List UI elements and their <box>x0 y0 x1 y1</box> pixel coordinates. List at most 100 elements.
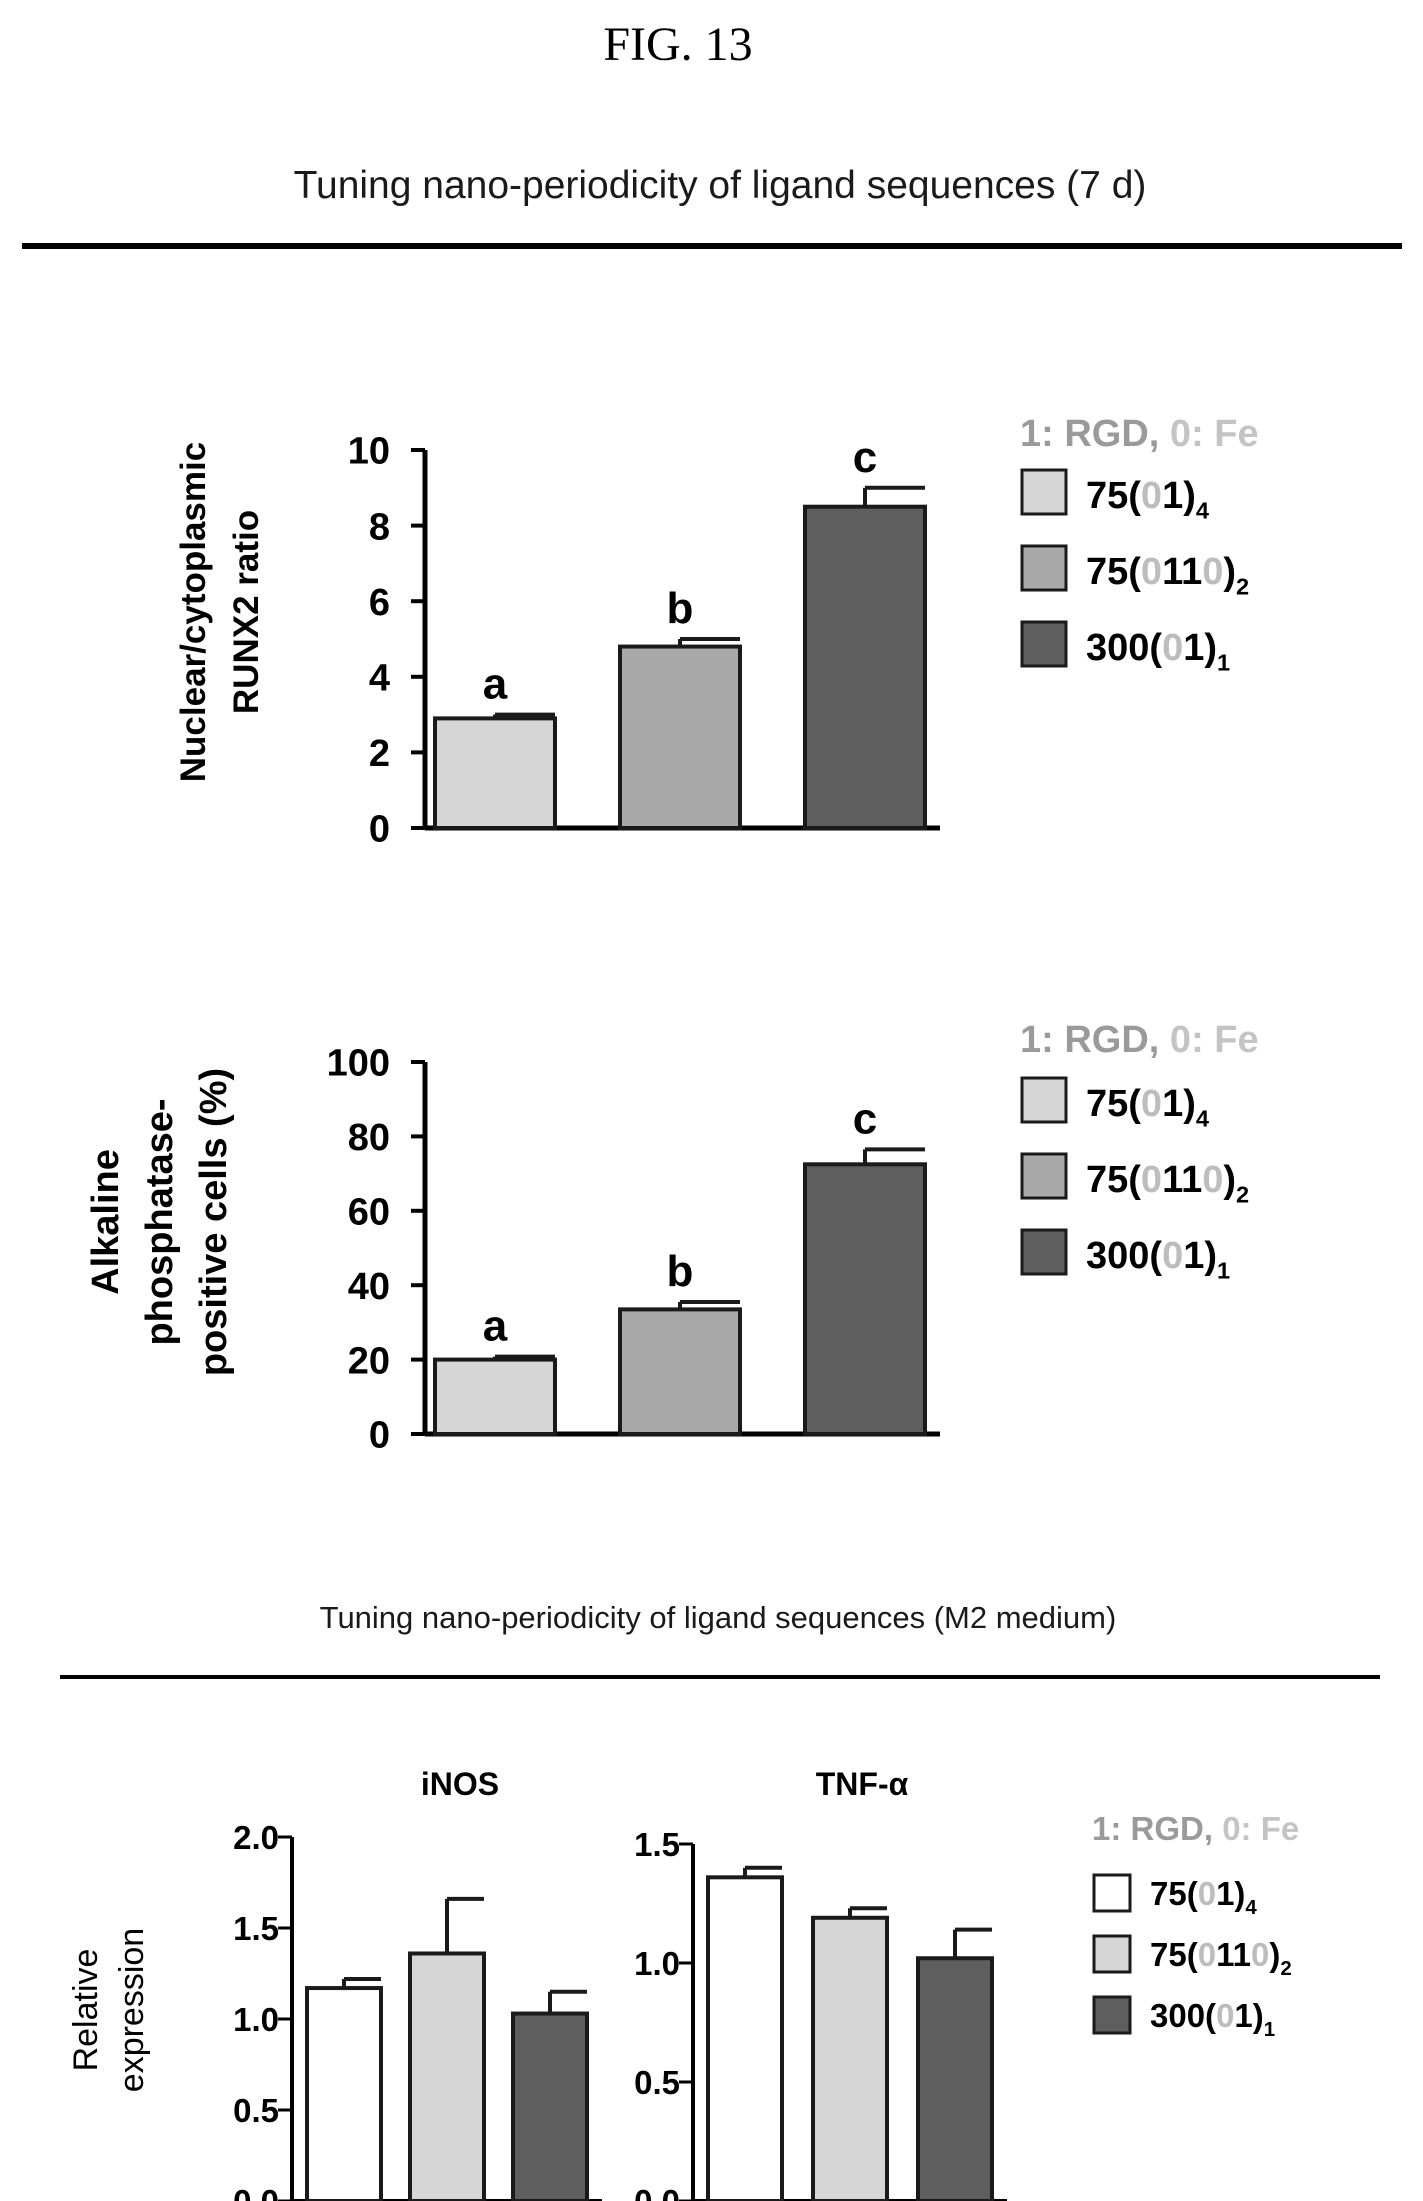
tnf-y-tick-label: 0.5 <box>634 2064 680 2101</box>
legend-entry-digit: 1 <box>1233 1936 1251 1973</box>
legend-header-fe: : Fe <box>1191 1019 1259 1061</box>
legend-entry-digit: 1 <box>1162 1083 1183 1125</box>
alp-y-axis-label: positive cells (%) <box>193 1068 235 1376</box>
runx2-significance-letter: b <box>667 584 694 633</box>
runx2-y-tick-label: 10 <box>348 431 390 473</box>
legend-entry-prefix: 75( <box>1086 475 1141 517</box>
runx2-y-tick-label: 6 <box>369 582 390 624</box>
runx2-y-tick-label: 4 <box>369 657 390 699</box>
alp-significance-letter: a <box>483 1302 508 1351</box>
runx2-y-axis-label: RUNX2 ratio <box>227 510 266 714</box>
chart-runx2: 0 2 4 6 8 10 a b c Nuclear/cytoplasmic RUNX2 ratio <box>174 431 940 851</box>
legend-entry-digit: 0 <box>1141 1083 1162 1125</box>
runx2-bar <box>433 716 557 831</box>
legend-entry-label: 300(01)1 <box>1086 1235 1230 1284</box>
inos-bar <box>408 1951 486 2201</box>
runx2-y-axis-label: Nuclear/cytoplasmic <box>174 442 213 782</box>
legend-swatch <box>1020 620 1068 668</box>
legend-entry-label: 75(01)4 <box>1150 1875 1257 1919</box>
legend-entry-digit: 1 <box>1216 1875 1234 1912</box>
runx2-bar <box>618 644 742 830</box>
legend-entry-suffix: ) <box>1223 551 1236 593</box>
alp-y-tick-label: 60 <box>348 1191 390 1233</box>
legend-entry-digit: 0 <box>1162 627 1183 669</box>
runx2-y-tick-label: 0 <box>369 809 390 851</box>
legend-header-fe: : Fe <box>1191 413 1259 455</box>
legend-header-zero: 0 <box>1170 413 1191 455</box>
legend-header: 1: RGD, 0: Fe <box>1020 1019 1259 1061</box>
tnf-y-tick-label: 0.0 <box>634 2183 680 2201</box>
legend-entry-label: 75(0110)2 <box>1150 1936 1292 1980</box>
legend-swatch <box>1092 1995 1132 2035</box>
legend-entry-digit: 0 <box>1202 1159 1223 1201</box>
legend-entry-label: 75(01)4 <box>1086 475 1209 524</box>
legend-entry-subscript: 4 <box>1196 1106 1209 1132</box>
alp-y-tick-label: 100 <box>327 1043 390 1085</box>
inos-y-axis-label: Relative <box>67 1949 105 2072</box>
legend-entry-suffix: ) <box>1183 475 1196 517</box>
tnf-bar <box>916 1956 994 2201</box>
legend-entry-label: 75(01)4 <box>1086 1083 1209 1132</box>
alp-bar <box>803 1162 927 1437</box>
legend-entry-digit: 0 <box>1216 1997 1234 2034</box>
alp-bar <box>618 1307 742 1437</box>
legend-entry-suffix: ) <box>1204 627 1217 669</box>
legend-entry-label: 300(01)1 <box>1150 1997 1275 2041</box>
legend-entry-digit: 0 <box>1141 475 1162 517</box>
legend-header: 1: RGD, 0: Fe <box>1092 1810 1299 1847</box>
inos-y-tick-label: 1.0 <box>233 2001 279 2038</box>
figure-label: FIG. 13 <box>603 18 752 71</box>
inos-bar <box>305 1986 383 2201</box>
legend-entry-prefix: 75( <box>1150 1936 1198 1973</box>
legend-header-rgd: : RGD, <box>1041 413 1170 455</box>
legend-entry-digit: 0 <box>1141 551 1162 593</box>
alp-y-tick-label: 20 <box>348 1340 390 1382</box>
legend-entry-prefix: 300( <box>1086 627 1162 669</box>
legend-header: 1: RGD, 0: Fe <box>1020 413 1259 455</box>
runx2-significance-letter: c <box>853 433 877 482</box>
legend-swatch <box>1020 1152 1068 1200</box>
legend-entry-suffix: ) <box>1253 1997 1264 2034</box>
tnf-bar <box>706 1875 784 2201</box>
inos-y-tick-label: 1.5 <box>233 1910 279 1947</box>
legend-swatch <box>1020 1076 1068 1124</box>
legend-entry-subscript: 1 <box>1264 2018 1275 2041</box>
legend-entry-subscript: 4 <box>1196 498 1209 524</box>
runx2-significance-letter: a <box>483 660 508 709</box>
legend-entry-subscript: 2 <box>1280 1957 1291 1980</box>
legend-entry-label: 75(0110)2 <box>1086 551 1249 600</box>
runx2-bar <box>803 504 927 830</box>
legend-entry-prefix: 75( <box>1150 1875 1198 1912</box>
legend-entry-subscript: 4 <box>1245 1896 1257 1919</box>
legend-entry-prefix: 300( <box>1086 1235 1162 1277</box>
legend-swatch <box>1020 544 1068 592</box>
legend-entry-suffix: ) <box>1234 1875 1245 1912</box>
section2-divider <box>60 1675 1380 1679</box>
section1-divider <box>22 243 1402 249</box>
legend-entry-digit: 1 <box>1162 475 1183 517</box>
inos-y-axis-label: expression <box>113 1928 151 2092</box>
legend-entry-subscript: 1 <box>1217 1258 1230 1284</box>
legend-header-one: 1 <box>1092 1810 1110 1847</box>
legend-entry-digit: 1 <box>1162 1159 1183 1201</box>
legend-entry-digit: 0 <box>1198 1875 1216 1912</box>
legend-entry-subscript: 2 <box>1236 1182 1249 1208</box>
runx2-y-tick-label: 2 <box>369 733 390 775</box>
legend-entry-suffix: ) <box>1204 1235 1217 1277</box>
chart-tnf: 0.0 0.5 1.0 1.5 TNF-α <box>634 1766 1007 2201</box>
tnf-y-tick-label: 1.5 <box>634 1826 680 1863</box>
legend-header-fe: : Fe <box>1241 1810 1300 1847</box>
legend-entry-prefix: 75( <box>1086 1083 1141 1125</box>
legend-entry-digit: 1 <box>1181 551 1202 593</box>
inos-bar <box>511 2011 589 2201</box>
legend-swatch <box>1020 1228 1068 1276</box>
legend-entry-subscript: 1 <box>1217 650 1230 676</box>
alp-significance-letter: b <box>667 1247 694 1296</box>
inos-y-tick-label: 0.5 <box>233 2092 279 2129</box>
legend-swatch <box>1092 1873 1132 1913</box>
alp-y-tick-label: 40 <box>348 1266 390 1308</box>
legend-entry-digit: 0 <box>1141 1159 1162 1201</box>
runx2-y-tick-label: 8 <box>369 506 390 548</box>
legend-entry-digit: 1 <box>1183 1235 1204 1277</box>
